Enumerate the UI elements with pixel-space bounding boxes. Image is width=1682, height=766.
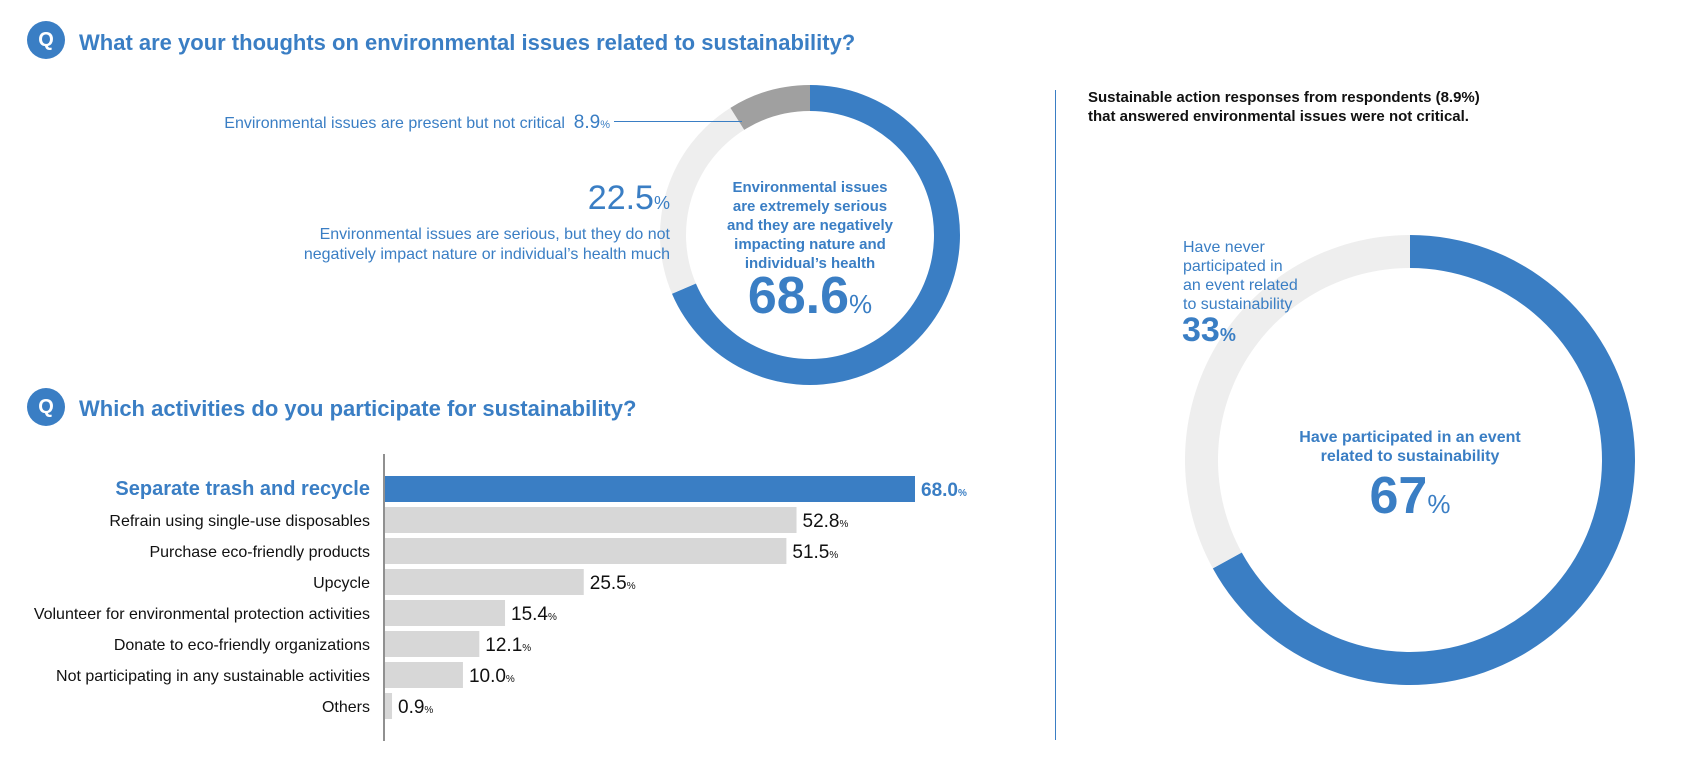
bar-category-label: Volunteer for environmental protection a… xyxy=(34,606,370,623)
annotation-serious-value-wrap: 22.5% xyxy=(520,178,670,223)
bar-value-label: 25.5% xyxy=(590,573,636,594)
question-badge-1: Q xyxy=(27,21,65,59)
donut2-slice-1 xyxy=(1185,235,1410,569)
question-title-1: What are your thoughts on environmental … xyxy=(79,30,856,55)
bar-5 xyxy=(385,631,480,657)
donut-chart-event-participation xyxy=(1185,235,1635,685)
question-badge-2: Q xyxy=(27,388,65,426)
bar-category-label: Not participating in any sustainable act… xyxy=(56,668,370,685)
donut2-never-line3: an event related xyxy=(1183,277,1298,294)
bar-0 xyxy=(385,476,915,502)
donut1-center-line5: individual’s health xyxy=(744,255,876,272)
donut2-header-line2: that answered environmental issues were … xyxy=(1088,108,1469,125)
donut2-header-line1: Sustainable action responses from respon… xyxy=(1088,89,1480,106)
annotation-serious-value: 22.5 xyxy=(587,179,654,217)
bar-6 xyxy=(385,662,463,688)
donut2-never-line1: Have never xyxy=(1183,239,1265,256)
donut1-center-line2: are extremely serious xyxy=(732,198,888,215)
bar-category-label: Separate trash and recycle xyxy=(115,478,370,500)
donut1-center-line4: impacting nature and xyxy=(734,236,886,253)
bar-category-label: Purchase eco-friendly products xyxy=(149,544,370,561)
percent-unit: % xyxy=(600,119,610,131)
annotation-leader-line xyxy=(614,121,742,122)
bar-4 xyxy=(385,600,506,626)
donut2-header: Sustainable action responses from respon… xyxy=(1088,88,1480,126)
donut2-center-value: 67 xyxy=(1369,467,1428,525)
percent-unit: % xyxy=(653,193,670,213)
donut1-slice-2 xyxy=(730,85,810,130)
annotation-serious-label: Environmental issues are serious, but th… xyxy=(250,225,670,265)
donut2-center-value-wrap: 67% xyxy=(1260,466,1560,534)
bar-category-label: Refrain using single-use disposables xyxy=(109,513,370,530)
percent-unit: % xyxy=(1219,325,1236,345)
bar-7 xyxy=(385,693,393,719)
bar-category-label: Donate to eco-friendly organizations xyxy=(114,637,370,654)
donut-chart-environmental-issues xyxy=(660,85,960,385)
section-divider xyxy=(1055,90,1056,740)
bar-value-label: 0.9% xyxy=(398,697,433,718)
question-title-2: Which activities do you participate for … xyxy=(79,396,637,421)
bar-3 xyxy=(385,569,584,595)
bar-value-label: 15.4% xyxy=(511,604,557,625)
annotation-not-critical-label: Environmental issues are present but not… xyxy=(224,115,565,132)
percent-unit: % xyxy=(849,289,873,319)
annotation-not-critical: Environmental issues are present but not… xyxy=(200,112,610,134)
donut2-center-line1: Have participated in an event xyxy=(1299,429,1521,446)
donut2-center-label: Have participated in an event related to… xyxy=(1260,428,1560,466)
donut1-center-label: Environmental issues are extremely serio… xyxy=(700,178,920,273)
bar-category-label: Others xyxy=(322,699,370,716)
annotation-serious-line2: negatively impact nature or individual’s… xyxy=(303,246,670,263)
donut1-center-line1: Environmental issues xyxy=(732,179,888,196)
donut2-never-value-wrap: 33% xyxy=(1182,310,1236,355)
percent-unit: % xyxy=(1427,489,1451,519)
annotation-not-critical-value: 8.9 xyxy=(573,112,601,133)
bar-value-label: 51.5% xyxy=(792,542,838,563)
bar-category-label: Upcycle xyxy=(313,575,370,592)
annotation-serious-line1: Environmental issues are serious, but th… xyxy=(319,226,670,243)
donut1-center-value-wrap: 68.6% xyxy=(700,266,920,334)
bar-value-label: 68.0% xyxy=(921,480,967,501)
donut2-never-label: Have never participated in an event rela… xyxy=(1183,238,1298,314)
donut1-center-line3: and they are negatively xyxy=(727,217,893,234)
bar-value-label: 52.8% xyxy=(803,511,849,532)
bar-value-label: 12.1% xyxy=(485,635,531,656)
donut2-center-line2: related to sustainability xyxy=(1320,448,1500,465)
bar-2 xyxy=(385,538,787,564)
donut2-never-line2: participated in xyxy=(1183,258,1283,275)
donut2-never-value: 33 xyxy=(1182,311,1220,349)
donut1-slice-1 xyxy=(660,107,745,294)
donut2-never-line4: to sustainability xyxy=(1183,296,1293,313)
bar-value-label: 10.0% xyxy=(469,666,515,687)
bar-1 xyxy=(385,507,797,533)
donut1-center-value: 68.6 xyxy=(747,267,850,325)
bar-chart-activities: Separate trash and recycle 68.0% Refrain u… xyxy=(34,454,967,741)
